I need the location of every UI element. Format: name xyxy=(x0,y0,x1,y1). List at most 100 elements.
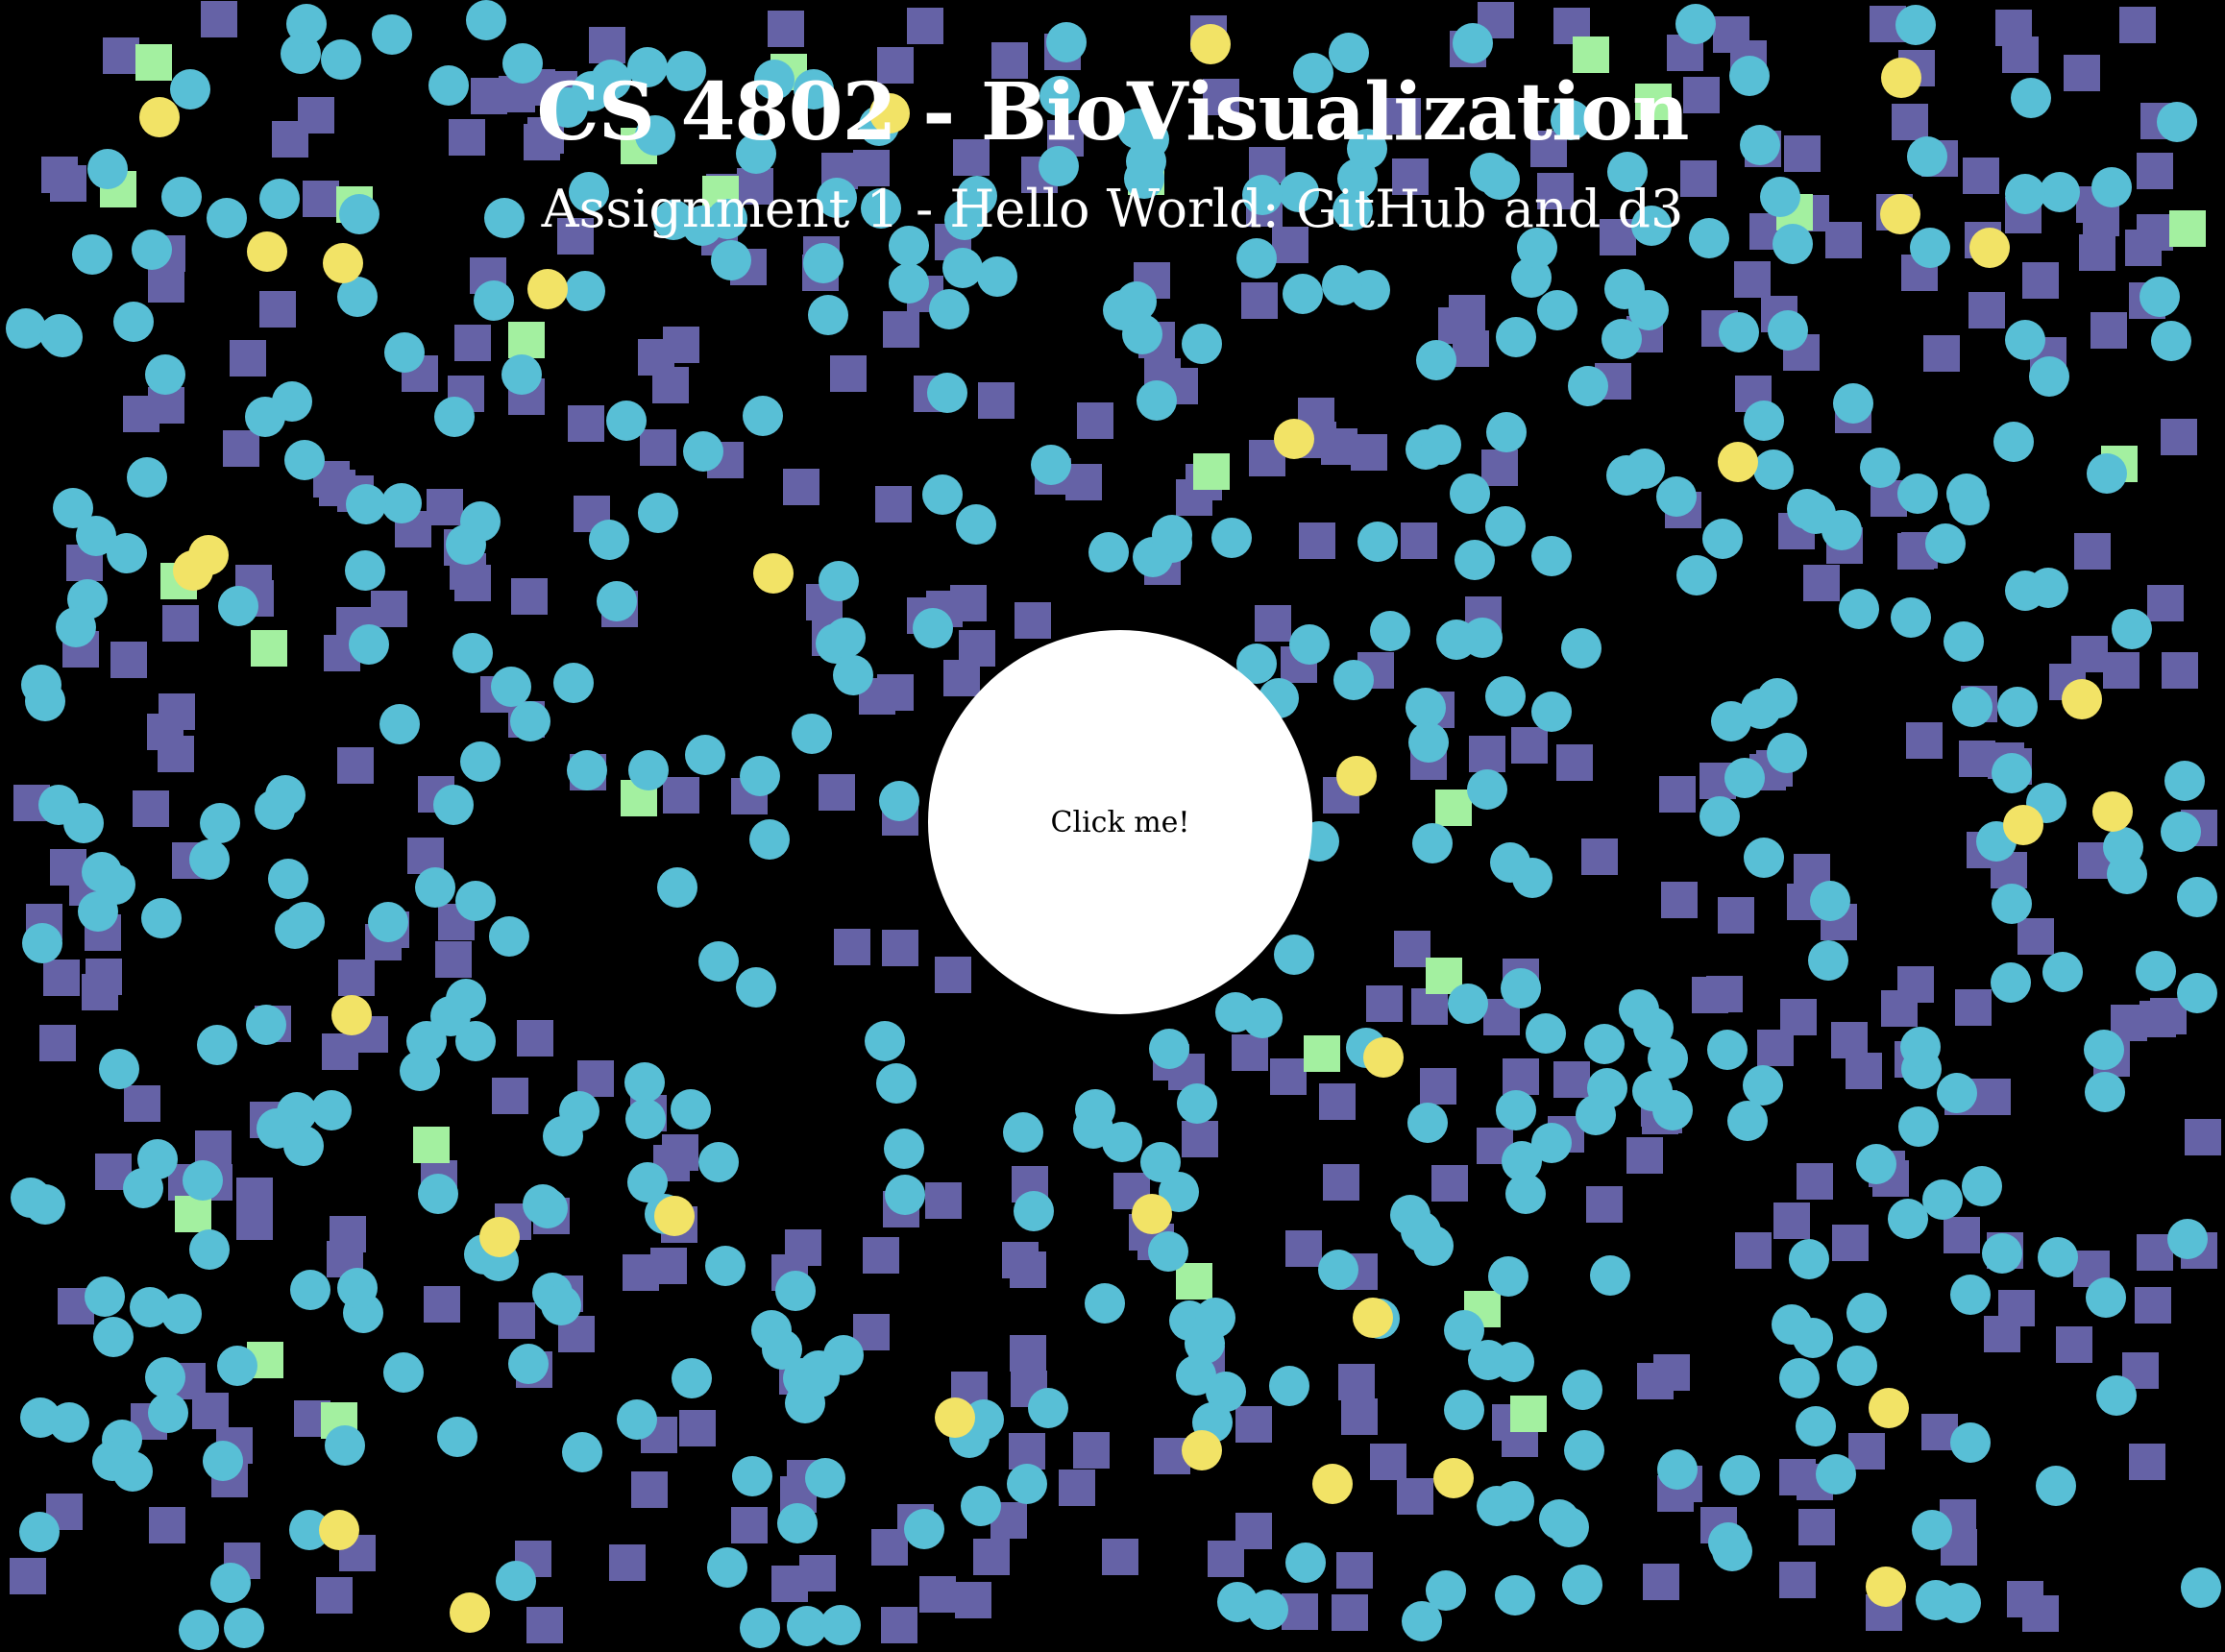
cyan-circle xyxy=(794,69,834,109)
purple-square xyxy=(1661,882,1698,918)
cyan-circle xyxy=(2084,1030,2124,1070)
cyan-circle xyxy=(1604,269,1645,309)
purple-square xyxy=(148,266,184,303)
green-square xyxy=(1635,84,1672,120)
purple-square xyxy=(955,1582,991,1618)
cyan-circle xyxy=(1406,688,1446,728)
yellow-circle xyxy=(1969,228,2010,268)
purple-square xyxy=(1370,1444,1406,1480)
cyan-circle xyxy=(93,1317,134,1357)
cyan-circle xyxy=(466,0,506,40)
cyan-circle xyxy=(1448,984,1488,1024)
cyan-circle xyxy=(1895,5,1936,45)
cyan-circle xyxy=(1159,1172,1199,1212)
cyan-circle xyxy=(1318,1250,1358,1290)
purple-square xyxy=(2135,1287,2171,1324)
purple-square xyxy=(1780,999,1817,1035)
cyan-circle xyxy=(1810,881,1850,921)
cyan-circle xyxy=(1505,1174,1546,1214)
purple-square xyxy=(1384,98,1421,134)
cyan-circle xyxy=(740,756,780,796)
cyan-circle xyxy=(1102,1122,1142,1162)
cyan-circle xyxy=(1551,100,1591,140)
yellow-circle xyxy=(1880,194,1920,234)
purple-square xyxy=(863,1237,899,1274)
purple-square xyxy=(1319,1083,1356,1120)
cyan-circle xyxy=(606,401,647,441)
cyan-circle xyxy=(2087,453,2127,494)
cyan-circle xyxy=(569,172,609,212)
yellow-circle xyxy=(1336,756,1377,796)
purple-square xyxy=(650,1248,687,1284)
cyan-circle xyxy=(200,803,240,843)
cyan-circle xyxy=(85,1276,125,1317)
purple-square xyxy=(577,1060,614,1097)
cyan-circle xyxy=(707,199,747,239)
purple-square xyxy=(1338,1364,1375,1400)
click-me-button[interactable]: Click me! xyxy=(928,630,1312,1014)
cyan-circle xyxy=(1699,796,1740,837)
cyan-circle xyxy=(42,317,83,357)
purple-square xyxy=(2056,1326,2092,1363)
cyan-circle xyxy=(368,902,408,942)
cyan-circle xyxy=(286,4,327,44)
cyan-circle xyxy=(2005,174,2045,214)
cyan-circle xyxy=(321,39,361,80)
cyan-circle xyxy=(803,243,844,283)
cyan-circle xyxy=(1839,589,1879,629)
purple-square xyxy=(511,578,548,615)
purple-square xyxy=(162,605,199,642)
purple-square xyxy=(272,121,308,158)
cyan-circle xyxy=(657,867,697,908)
purple-square xyxy=(799,1555,836,1591)
yellow-circle xyxy=(1312,1464,1353,1504)
cyan-circle xyxy=(628,750,669,790)
cyan-circle xyxy=(1689,218,1729,258)
cyan-circle xyxy=(749,819,790,860)
cyan-circle xyxy=(1753,449,1794,490)
cyan-circle xyxy=(132,230,172,270)
cyan-circle xyxy=(87,149,128,189)
cyan-circle xyxy=(189,1229,230,1270)
purple-square xyxy=(303,181,339,217)
cyan-circle xyxy=(1916,1580,1956,1620)
cyan-circle xyxy=(1744,838,1784,878)
cyan-circle xyxy=(1031,445,1071,485)
purple-square xyxy=(1734,261,1771,298)
cyan-circle xyxy=(957,176,997,216)
cyan-circle xyxy=(1467,769,1507,810)
purple-square xyxy=(259,291,296,328)
cyan-circle xyxy=(820,1605,861,1645)
cyan-circle xyxy=(1949,485,1990,525)
cyan-circle xyxy=(1177,1083,1217,1124)
cyan-circle xyxy=(913,608,953,648)
cyan-circle xyxy=(1182,324,1222,364)
cyan-circle xyxy=(1607,152,1648,192)
green-square xyxy=(1176,1263,1212,1300)
cyan-circle xyxy=(2085,1072,2125,1112)
cyan-circle xyxy=(1952,687,1993,727)
purple-square xyxy=(875,486,912,522)
purple-square xyxy=(783,469,819,505)
cyan-circle xyxy=(1014,1191,1054,1231)
cyan-circle xyxy=(1517,228,1557,268)
purple-square xyxy=(1832,1225,1869,1261)
purple-square xyxy=(133,790,169,827)
green-square xyxy=(135,44,172,81)
cyan-circle xyxy=(2181,1567,2221,1608)
cyan-circle xyxy=(349,624,389,665)
cyan-circle xyxy=(189,839,230,880)
cyan-circle xyxy=(1007,1464,1047,1504)
cyan-circle xyxy=(2177,877,2217,917)
cyan-circle xyxy=(145,354,185,395)
cyan-circle xyxy=(1116,281,1157,322)
purple-square xyxy=(1974,1079,2011,1115)
cyan-circle xyxy=(1140,1142,1181,1182)
cyan-circle xyxy=(2029,356,2069,397)
cyan-circle xyxy=(1269,1366,1309,1406)
purple-square xyxy=(1968,292,2005,328)
cyan-circle xyxy=(1217,1582,1258,1622)
purple-square xyxy=(1511,727,1548,764)
purple-square xyxy=(1963,158,1999,194)
